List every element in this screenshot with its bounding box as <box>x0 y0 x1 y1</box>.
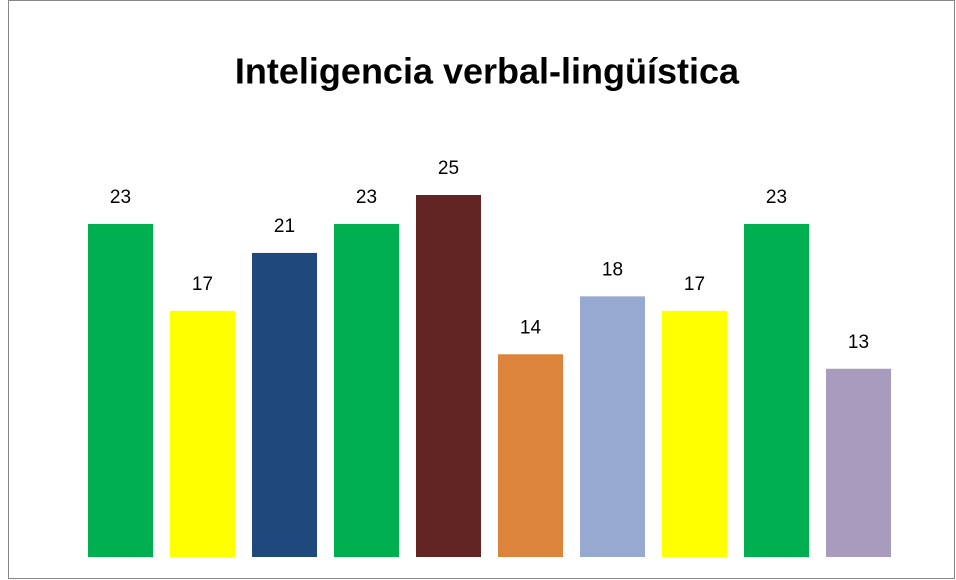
bar <box>252 252 317 558</box>
bar <box>88 223 153 557</box>
value-label: 23 <box>110 187 131 208</box>
bar <box>170 310 235 557</box>
value-label: 17 <box>192 274 213 295</box>
bar <box>416 195 481 557</box>
value-label: 13 <box>848 332 869 353</box>
bar <box>334 223 399 557</box>
bar <box>498 354 563 557</box>
value-label: 21 <box>274 216 295 237</box>
bar <box>662 310 727 557</box>
value-label: 23 <box>356 187 377 208</box>
bar <box>826 368 891 557</box>
value-label: 17 <box>684 274 705 295</box>
value-label: 23 <box>766 187 787 208</box>
bar <box>744 223 809 557</box>
value-label: 18 <box>602 259 623 280</box>
value-label: 25 <box>438 158 459 179</box>
value-label: 14 <box>520 317 542 338</box>
chart-title: Inteligencia verbal-lingüística <box>235 51 740 92</box>
bar <box>580 296 645 557</box>
